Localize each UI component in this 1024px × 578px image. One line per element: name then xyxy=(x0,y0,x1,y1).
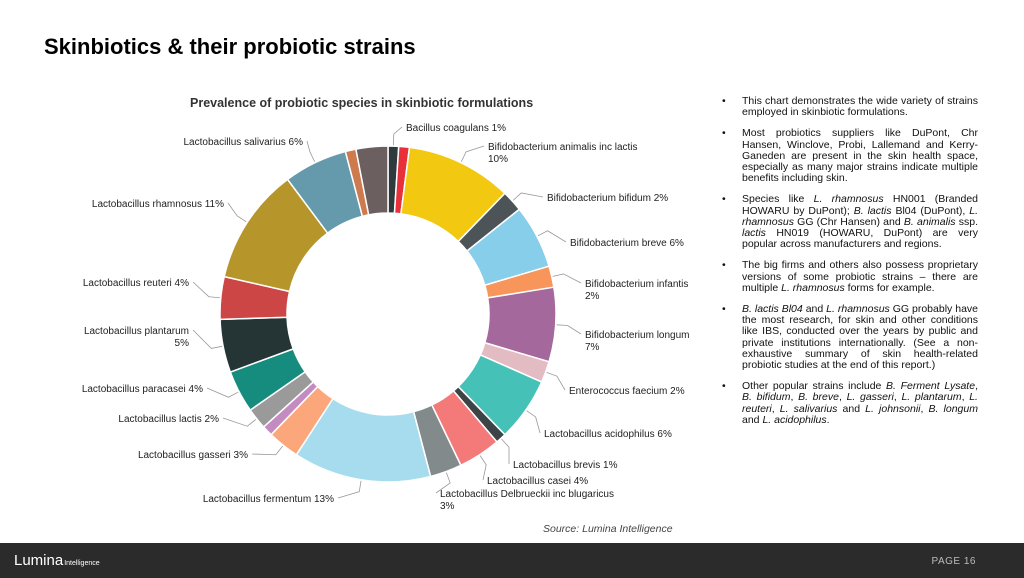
bullet-text: Most probiotics suppliers like DuPont, C… xyxy=(742,127,978,185)
bullet-dot: • xyxy=(722,303,726,316)
bullet-text: The big firms and others also possess pr… xyxy=(742,259,978,294)
slice-label: Lactobacillus salivarius 6% xyxy=(183,137,303,148)
slice-label: Lactobacillus paracasei 4% xyxy=(82,384,203,395)
bullet-text: B. lactis Bl04 and L. rhamnosus GG proba… xyxy=(742,303,978,372)
slide-title: Skinbiotics & their probiotic strains xyxy=(44,34,416,59)
leader-line xyxy=(435,472,451,494)
slice-label: Lactobacillus casei 4% xyxy=(487,476,588,487)
bullet-item: • This chart demonstrates the wide variet… xyxy=(722,95,978,119)
leader-line xyxy=(337,480,362,499)
leader-line xyxy=(306,140,316,162)
bullet-dot: • xyxy=(722,193,726,206)
leader-line xyxy=(479,455,487,481)
donut-slices xyxy=(219,145,557,483)
bullet-item: • Other popular strains include B. Fermen… xyxy=(722,381,978,426)
leader-line xyxy=(192,329,223,349)
source-note: Source: Lumina Intelligence xyxy=(543,523,673,535)
leader-line xyxy=(552,273,582,284)
slice-label: Lactobacillus lactis 2% xyxy=(118,414,219,425)
bullet-item: • Species like L. rhamnosus HN001 (Brande… xyxy=(722,194,978,250)
leader-line xyxy=(206,387,239,398)
chart-title: Prevalence of probiotic species in skinb… xyxy=(190,96,534,110)
bullet-list: • This chart demonstrates the wide variet… xyxy=(722,95,978,436)
leader-line xyxy=(512,192,544,201)
slice-label: Lactobacillus plantarum 5% xyxy=(84,326,189,349)
leader-line xyxy=(556,324,582,335)
lumina-logo: LuminaIntelligence xyxy=(14,552,100,569)
bullet-dot: • xyxy=(722,95,726,107)
leader-line xyxy=(222,417,257,427)
slice-label: Lactobacillus brevis 1% xyxy=(513,460,618,471)
donut-chart: Bacillus coagulans 1% Bifidobacterium ani… xyxy=(82,123,690,512)
logo-main: Lumina xyxy=(14,552,64,569)
bullet-dot: • xyxy=(722,380,726,393)
slice-label: Bifidobacterium bifidum 2% xyxy=(547,193,668,204)
slice-label: Lactobacillus rhamnosus 11% xyxy=(92,199,224,210)
slice-label: Bacillus coagulans 1% xyxy=(406,123,506,134)
bullet-item: • The big firms and others also possess p… xyxy=(722,260,978,294)
slice-label: Lactobacillus Delbrueckii inc blugaricus… xyxy=(440,489,614,512)
leader-line xyxy=(460,145,485,162)
slice-label: Lactobacillus gasseri 3% xyxy=(138,450,248,461)
bullet-item: • Most probiotics suppliers like DuPont, … xyxy=(722,128,978,184)
leader-line xyxy=(526,410,541,434)
bullet-text: Other popular strains include B. Ferment… xyxy=(742,380,978,426)
slice-label: Bifidobacterium longum 7% xyxy=(585,330,690,353)
slice-label: Bifidobacterium infantis 2% xyxy=(585,279,688,302)
leader-lines xyxy=(192,126,582,499)
slice-label: Lactobacillus acidophilus 6% xyxy=(544,429,672,440)
leader-line xyxy=(537,230,567,243)
leader-line xyxy=(192,281,220,299)
slice-label: Bifidobacterium animalis inc lactis 10% xyxy=(488,142,638,165)
slice-labels: Bacillus coagulans 1% Bifidobacterium ani… xyxy=(82,123,690,512)
logo-sub: Intelligence xyxy=(64,560,100,567)
slice-label: Lactobacillus fermentum 13% xyxy=(203,494,334,505)
bullet-text: This chart demonstrates the wide variety… xyxy=(742,95,978,119)
footer-bar: LuminaIntelligence PAGE 16 xyxy=(0,543,1024,578)
leader-line xyxy=(546,371,566,391)
slice-label: Lactobacillus reuteri 4% xyxy=(83,278,189,289)
donut-slice xyxy=(355,145,389,216)
bullet-dot: • xyxy=(722,259,726,272)
leader-line xyxy=(393,126,403,146)
bullet-text: Species like L. rhamnosus HN001 (Branded… xyxy=(742,193,979,251)
page-number: PAGE 16 xyxy=(931,556,976,567)
leader-line xyxy=(251,445,283,456)
bullet-dot: • xyxy=(722,127,726,140)
leader-line xyxy=(227,202,247,223)
slice-label: Bifidobacterium breve 6% xyxy=(570,238,684,249)
bullet-item: • B. lactis Bl04 and L. rhamnosus GG prob… xyxy=(722,303,978,372)
slice-label: Enterococcus faecium 2% xyxy=(569,386,685,397)
leader-line xyxy=(501,438,510,465)
